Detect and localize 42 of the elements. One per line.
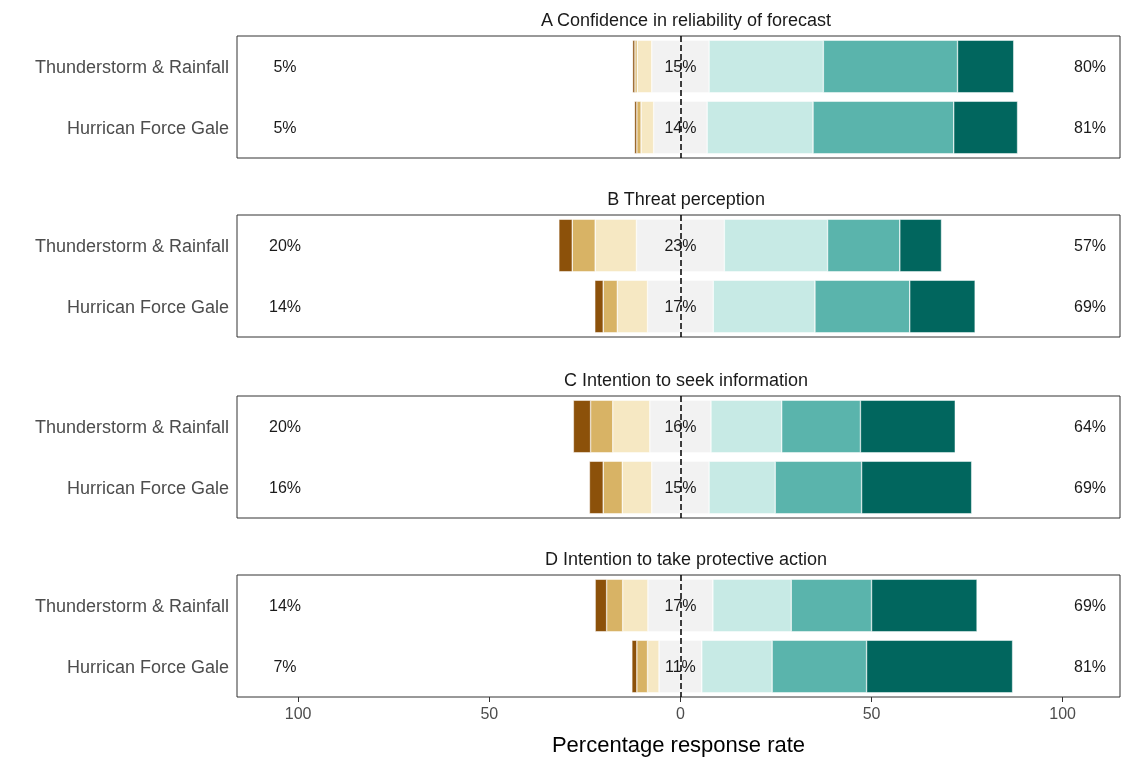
annotation: 14% [268,298,302,315]
annotation: 14% [268,597,302,614]
x-tick-label: 50 [480,704,499,722]
chart-title: B Threat perception [607,189,765,209]
annotation: 5% [273,119,297,136]
annotation: 15% [664,479,697,496]
annotation: 69% [1073,479,1107,496]
annotation: 20% [268,237,302,254]
x-axis-title: Percentage response rate [551,731,806,757]
annotation: 81% [1073,658,1107,675]
annotation: 69% [1073,298,1107,315]
y-tick-label: Hurrican Force Gale [66,656,229,677]
x-tick-label: 100 [1049,704,1077,722]
chart-title: A Confidence in reliability of forecast [540,10,832,30]
annotation: 11% [664,658,696,675]
annotation: 5% [273,58,297,75]
annotation: 23% [664,237,697,254]
y-tick-label: Thunderstorm & Rainfall [34,416,229,437]
annotation: 81% [1073,119,1107,136]
annotation: 57% [1073,237,1107,254]
annotation: 69% [1073,597,1107,614]
y-tick-label: Hurrican Force Gale [66,296,229,317]
y-tick-label: Hurrican Force Gale [66,477,229,498]
x-tick-label: 50 [862,704,881,722]
x-tick-label: 0 [675,704,685,722]
annotation: 64% [1073,418,1107,435]
annotation: 17% [664,597,697,614]
y-tick-label: Hurrican Force Gale [66,117,229,138]
annotation: 14% [664,119,697,136]
annotation: 15% [664,58,697,75]
annotation: 80% [1073,58,1107,75]
chart-title: D Intention to take protective action [544,549,828,569]
annotation: 16% [268,479,302,496]
annotation: 20% [268,418,302,435]
y-tick-label: Thunderstorm & Rainfall [34,235,229,256]
y-tick-label: Thunderstorm & Rainfall [34,595,229,616]
chart-title: C Intention to seek information [563,370,809,390]
annotation: 17% [664,298,697,315]
y-tick-label: Thunderstorm & Rainfall [34,56,229,77]
x-tick-label: 100 [284,704,312,722]
annotation: 7% [273,658,297,675]
annotation: 16% [664,418,697,435]
